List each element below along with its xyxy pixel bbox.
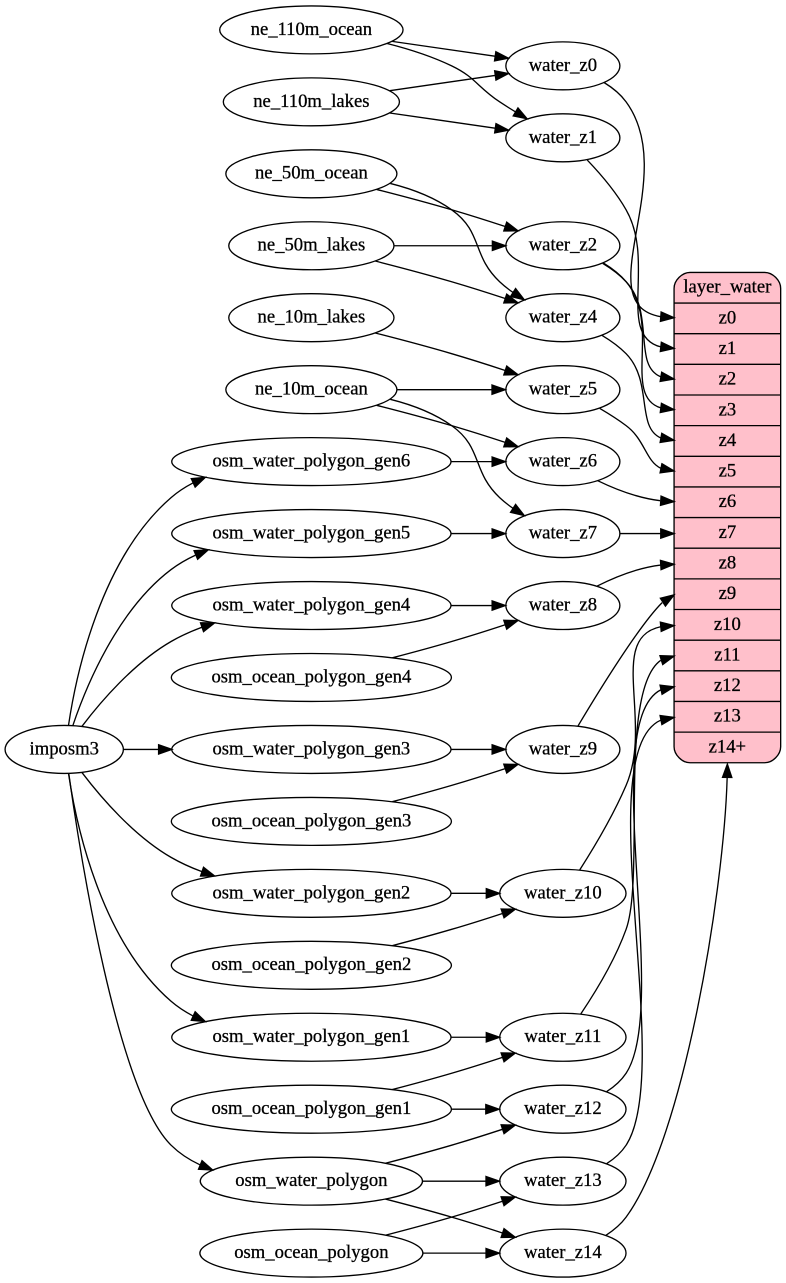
- svg-text:z10: z10: [714, 614, 741, 635]
- svg-text:water_z9: water_z9: [529, 738, 597, 759]
- svg-text:water_z6: water_z6: [529, 451, 597, 472]
- svg-text:z1: z1: [719, 338, 737, 359]
- svg-text:ne_110m_ocean: ne_110m_ocean: [251, 19, 373, 40]
- svg-text:water_z1: water_z1: [529, 127, 597, 148]
- svg-text:z4: z4: [719, 430, 737, 451]
- svg-text:z11: z11: [714, 644, 740, 665]
- svg-text:ne_110m_lakes: ne_110m_lakes: [253, 91, 369, 112]
- svg-text:osm_water_polygon: osm_water_polygon: [235, 1170, 388, 1191]
- svg-text:osm_water_polygon_gen5: osm_water_polygon_gen5: [212, 522, 410, 543]
- svg-text:ne_50m_ocean: ne_50m_ocean: [255, 163, 369, 184]
- svg-text:ne_10m_ocean: ne_10m_ocean: [255, 379, 369, 400]
- svg-text:osm_water_polygon_gen2: osm_water_polygon_gen2: [212, 882, 410, 903]
- svg-text:ne_10m_lakes: ne_10m_lakes: [258, 307, 366, 328]
- svg-text:water_z8: water_z8: [529, 594, 597, 615]
- svg-text:layer_water: layer_water: [683, 277, 772, 298]
- svg-text:osm_ocean_polygon_gen3: osm_ocean_polygon_gen3: [211, 810, 411, 831]
- svg-text:water_z11: water_z11: [524, 1026, 601, 1047]
- svg-text:osm_water_polygon_gen6: osm_water_polygon_gen6: [212, 451, 410, 472]
- svg-text:z14+: z14+: [709, 736, 746, 757]
- svg-text:z12: z12: [714, 675, 741, 696]
- svg-text:ne_50m_lakes: ne_50m_lakes: [258, 235, 366, 256]
- svg-text:osm_ocean_polygon_gen2: osm_ocean_polygon_gen2: [211, 954, 411, 975]
- svg-text:water_z10: water_z10: [524, 882, 602, 903]
- svg-text:z6: z6: [719, 491, 737, 512]
- svg-text:water_z7: water_z7: [529, 522, 597, 543]
- svg-text:z7: z7: [719, 522, 737, 543]
- svg-text:z5: z5: [719, 461, 737, 482]
- svg-text:water_z2: water_z2: [529, 235, 597, 256]
- svg-text:z13: z13: [714, 706, 741, 727]
- svg-text:z3: z3: [719, 399, 737, 420]
- svg-text:z2: z2: [719, 369, 737, 390]
- svg-text:osm_water_polygon_gen4: osm_water_polygon_gen4: [212, 594, 410, 615]
- svg-text:water_z14: water_z14: [524, 1242, 602, 1263]
- svg-text:water_z12: water_z12: [524, 1098, 602, 1119]
- svg-text:water_z4: water_z4: [529, 307, 598, 328]
- svg-text:z9: z9: [719, 583, 737, 604]
- svg-text:water_z0: water_z0: [529, 55, 597, 76]
- svg-text:osm_ocean_polygon_gen4: osm_ocean_polygon_gen4: [211, 666, 412, 687]
- svg-text:osm_ocean_polygon: osm_ocean_polygon: [234, 1242, 389, 1263]
- svg-text:osm_water_polygon_gen3: osm_water_polygon_gen3: [212, 738, 410, 759]
- svg-text:z8: z8: [719, 552, 737, 573]
- svg-text:osm_water_polygon_gen1: osm_water_polygon_gen1: [212, 1026, 410, 1047]
- svg-text:water_z13: water_z13: [524, 1170, 602, 1191]
- svg-text:z0: z0: [719, 307, 737, 328]
- svg-text:imposm3: imposm3: [30, 738, 99, 759]
- svg-text:water_z5: water_z5: [529, 379, 597, 400]
- svg-text:osm_ocean_polygon_gen1: osm_ocean_polygon_gen1: [211, 1098, 411, 1119]
